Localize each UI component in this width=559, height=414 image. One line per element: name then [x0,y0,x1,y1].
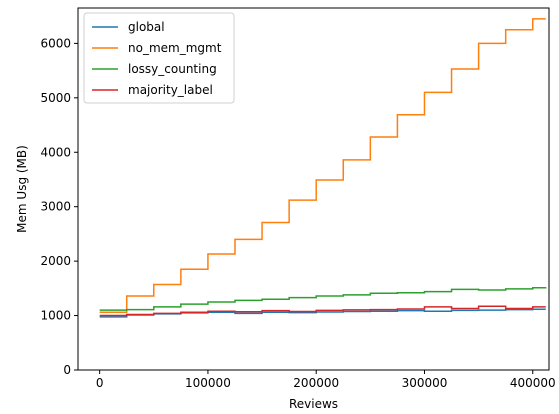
series-line-lossy-counting [99,287,547,311]
legend-label-majority-label: majority_label [128,83,213,97]
legend-label-global: global [128,20,165,34]
x-tick-label: 0 [96,376,104,390]
x-axis-title: Reviews [289,397,338,411]
series-layer [99,18,547,318]
x-tick-label: 400000 [510,376,556,390]
axes-layer: 0 100000 200000 300000 400000 0 1000 2000 3000 40… [40,7,556,390]
legend-label-no-mem-mgmt: no_mem_mgmt [128,41,222,55]
y-tick-label: 1000 [40,309,71,323]
legend-label-lossy-counting: lossy_counting [128,62,217,76]
y-tick-label: 3000 [40,200,71,214]
plot-frame [77,7,550,371]
series-line-no-mem-mgmt [99,18,546,314]
x-tick-label: 200000 [293,376,339,390]
y-tick-label: 2000 [40,254,71,268]
x-tick-label: 300000 [402,376,448,390]
y-tick-label: 0 [63,363,71,377]
y-tick-label: 6000 [40,36,71,50]
legend: global no_mem_mgmt lossy_counting majority_… [83,12,235,104]
x-tick-label: 100000 [185,376,231,390]
y-tick-label: 5000 [40,91,71,105]
y-tick-label: 4000 [40,145,71,159]
y-axis-title: Mem Usg (MB) [15,145,29,233]
series-line-majority-label [99,305,546,317]
legend-box [83,12,235,104]
